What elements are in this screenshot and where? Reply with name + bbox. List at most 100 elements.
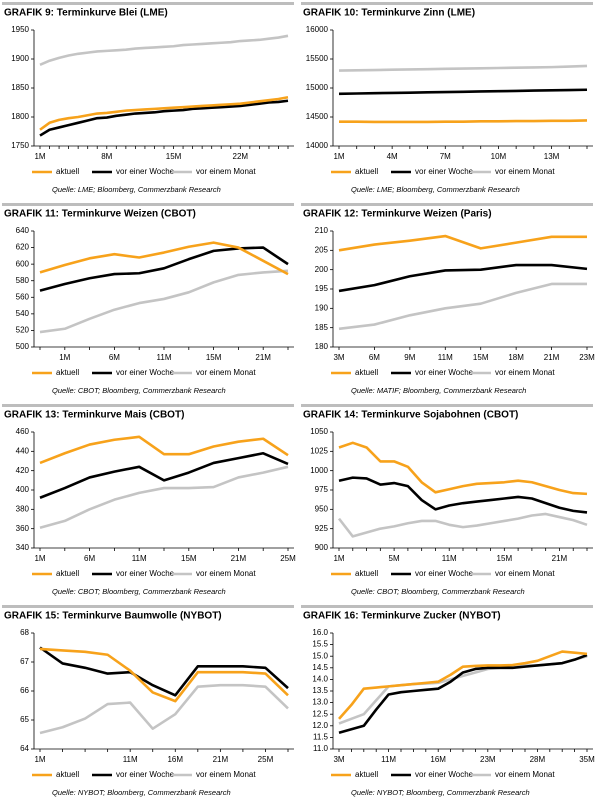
x-tick-label: 1M bbox=[333, 554, 344, 563]
y-tick-label: 16000 bbox=[306, 25, 329, 34]
top-rule bbox=[2, 2, 294, 5]
x-tick-label: 23M bbox=[579, 353, 595, 362]
x-tick-label: 15M bbox=[473, 353, 489, 362]
x-tick-label: 25M bbox=[280, 554, 296, 563]
legend-label: aktuell bbox=[355, 368, 378, 377]
legend-label: aktuell bbox=[355, 167, 378, 176]
y-tick-label: 200 bbox=[315, 265, 329, 274]
x-tick-label: 6M bbox=[84, 554, 95, 563]
y-tick-label: 13.0 bbox=[312, 698, 328, 707]
series-line bbox=[338, 234, 587, 252]
legend-label: vor einem Monat bbox=[196, 167, 256, 176]
y-tick-label: 14.0 bbox=[312, 675, 328, 684]
x-tick-label: 11M bbox=[123, 755, 138, 764]
legend-label: vor einem Monat bbox=[196, 569, 256, 578]
x-tick-label: 11M bbox=[438, 353, 453, 362]
x-tick-label: 15M bbox=[497, 554, 513, 563]
x-tick-label: 7M bbox=[440, 152, 451, 161]
y-tick-label: 600 bbox=[16, 259, 30, 268]
x-tick-label: 11M bbox=[442, 554, 457, 563]
x-tick-label: 1M bbox=[34, 755, 45, 764]
series-line bbox=[338, 650, 588, 720]
y-tick-label: 1850 bbox=[11, 83, 29, 92]
y-tick-label: 11.5 bbox=[313, 733, 329, 742]
legend-label: vor einer Woche bbox=[415, 770, 474, 779]
y-tick-label: 15.5 bbox=[312, 640, 328, 649]
x-tick-label: 9M bbox=[404, 353, 415, 362]
x-tick-label: 3M bbox=[333, 755, 344, 764]
legend-label: aktuell bbox=[355, 569, 378, 578]
y-tick-label: 14.5 bbox=[312, 663, 328, 672]
source-note: Quelle: NYBOT; Bloomberg, Commerzbank Re… bbox=[351, 788, 530, 797]
y-tick-label: 560 bbox=[16, 292, 30, 301]
y-tick-label: 380 bbox=[16, 504, 30, 513]
y-tick-label: 185 bbox=[315, 323, 329, 332]
top-rule bbox=[2, 203, 294, 206]
source-note: Quelle: LME; Bloomberg, Commerzbank Rese… bbox=[52, 185, 221, 194]
x-tick-label: 6M bbox=[369, 353, 380, 362]
x-tick-label: 11M bbox=[132, 554, 147, 563]
series-line bbox=[39, 465, 289, 529]
series-line bbox=[338, 476, 588, 514]
x-tick-label: 15M bbox=[166, 152, 182, 161]
y-tick-label: 1750 bbox=[11, 141, 29, 150]
y-tick-label: 1900 bbox=[11, 54, 29, 63]
x-tick-label: 4M bbox=[387, 152, 398, 161]
legend-label: vor einem Monat bbox=[495, 569, 555, 578]
series-line bbox=[39, 34, 289, 66]
y-tick-label: 420 bbox=[16, 466, 30, 475]
chart-title: GRAFIK 13: Terminkurve Mais (CBOT) bbox=[4, 410, 184, 421]
x-tick-label: 5M bbox=[389, 554, 400, 563]
top-rule bbox=[301, 404, 593, 407]
legend-label: vor einer Woche bbox=[116, 770, 175, 779]
x-tick-label: 16M bbox=[167, 755, 183, 764]
y-tick-label: 15000 bbox=[306, 83, 329, 92]
legend-label: aktuell bbox=[56, 368, 79, 377]
y-tick-label: 190 bbox=[315, 303, 329, 312]
y-tick-label: 1950 bbox=[11, 25, 29, 34]
legend-label: aktuell bbox=[56, 569, 79, 578]
y-tick-label: 340 bbox=[16, 543, 30, 552]
y-tick-label: 65 bbox=[20, 715, 29, 724]
y-tick-label: 440 bbox=[16, 446, 30, 455]
y-tick-label: 64 bbox=[20, 744, 29, 753]
y-tick-label: 11.0 bbox=[313, 744, 329, 753]
top-rule bbox=[2, 404, 294, 407]
x-tick-label: 11M bbox=[381, 755, 396, 764]
chart-title: GRAFIK 12: Terminkurve Weizen (Paris) bbox=[303, 209, 492, 220]
y-tick-label: 1025 bbox=[310, 446, 328, 455]
x-tick-label: 35M bbox=[579, 755, 595, 764]
y-tick-label: 540 bbox=[16, 309, 30, 318]
y-tick-label: 210 bbox=[315, 226, 329, 235]
source-note: Quelle: LME; Bloomberg, Commerzbank Rese… bbox=[351, 185, 520, 194]
y-tick-label: 66 bbox=[20, 686, 29, 695]
series-line bbox=[338, 441, 588, 496]
y-tick-label: 12.0 bbox=[312, 721, 328, 730]
legend-label: aktuell bbox=[355, 770, 378, 779]
chart-title: GRAFIK 15: Terminkurve Baumwolle (NYBOT) bbox=[4, 611, 222, 622]
chart-title: GRAFIK 16: Terminkurve Zucker (NYBOT) bbox=[303, 611, 501, 622]
top-rule bbox=[2, 605, 294, 608]
x-tick-label: 21M bbox=[231, 554, 247, 563]
x-tick-label: 11M bbox=[157, 353, 172, 362]
series-line bbox=[339, 119, 588, 124]
y-tick-label: 460 bbox=[16, 427, 30, 436]
source-note: Quelle: CBOT; Bloomberg, Commerzbank Res… bbox=[351, 587, 525, 596]
series-line bbox=[338, 88, 588, 96]
y-tick-label: 1800 bbox=[11, 112, 29, 121]
x-tick-label: 16M bbox=[430, 755, 446, 764]
y-tick-label: 1050 bbox=[310, 427, 328, 436]
source-note: Quelle: CBOT; Bloomberg, Commerzbank Res… bbox=[52, 386, 226, 395]
y-tick-label: 620 bbox=[16, 243, 30, 252]
top-rule bbox=[301, 605, 593, 608]
legend-label: vor einer Woche bbox=[116, 569, 175, 578]
y-tick-label: 900 bbox=[315, 543, 329, 552]
legend-label: vor einer Woche bbox=[415, 368, 474, 377]
legend-label: vor einer Woche bbox=[116, 167, 175, 176]
x-tick-label: 1M bbox=[333, 152, 344, 161]
series-line bbox=[338, 653, 588, 735]
y-tick-label: 68 bbox=[20, 628, 29, 637]
chart-title: GRAFIK 11: Terminkurve Weizen (CBOT) bbox=[4, 209, 196, 220]
x-tick-label: 15M bbox=[206, 353, 222, 362]
